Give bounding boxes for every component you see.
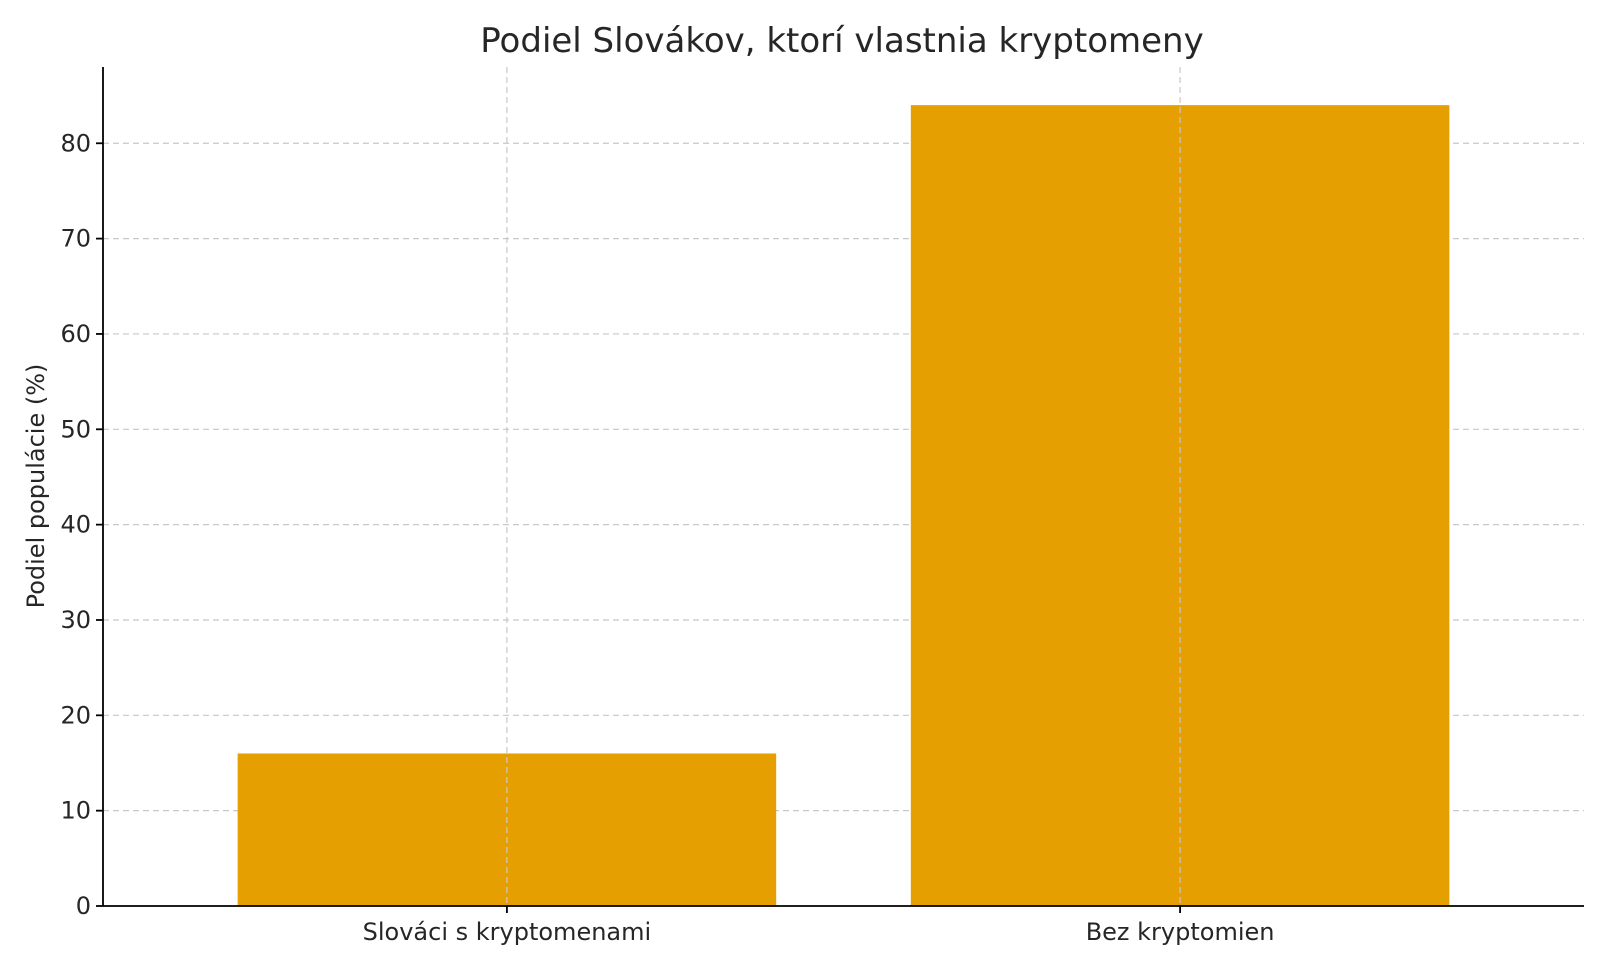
y-tick-label-2: 20: [60, 701, 91, 729]
y-tick-label-1: 10: [60, 797, 91, 825]
chart-title: Podiel Slovákov, ktorí vlastnia kryptome…: [480, 21, 1203, 61]
axes-layer: [102, 67, 1584, 907]
y-tick-label-5: 50: [60, 415, 91, 443]
bars-layer: [237, 67, 1450, 907]
y-tick-label-6: 60: [60, 320, 91, 348]
bar-1: [910, 105, 1450, 907]
y-axis-label: Podiel populácie (%): [22, 364, 50, 609]
y-tick-label-3: 30: [60, 606, 91, 634]
y-tick-label-8: 80: [60, 129, 91, 157]
ticks-layer: 0 10 20 30 40 50 60 70 80 Slováci s kryptomenami B…: [60, 129, 1274, 946]
y-tick-label-7: 70: [60, 225, 91, 253]
x-tick-label-0: Slováci s kryptomenami: [363, 918, 652, 946]
y-tick-label-0: 0: [76, 892, 91, 920]
x-tick-label-1: Bez kryptomien: [1086, 918, 1275, 946]
y-tick-label-4: 40: [60, 511, 91, 539]
